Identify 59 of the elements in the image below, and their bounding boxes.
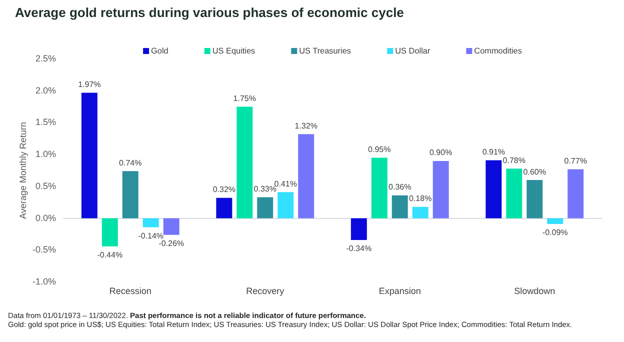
data-label: 1.32% (294, 121, 318, 130)
data-label: 0.60% (523, 167, 546, 176)
data-label: 0.91% (482, 148, 506, 157)
data-label: 0.74% (119, 158, 142, 168)
bar (298, 134, 314, 218)
x-tick-label: Slowdown (514, 286, 556, 296)
bar (142, 218, 159, 228)
bar (122, 171, 138, 218)
y-axis-title: Average Monthly Return (18, 122, 28, 219)
y-tick-label: 0.5% (35, 180, 56, 191)
bar (392, 195, 408, 218)
data-label: 0.33% (254, 184, 276, 194)
data-label: 0.78% (502, 156, 526, 165)
bar (547, 218, 564, 224)
y-tick-label: 0.0% (35, 212, 56, 223)
legend-label: US Equities (212, 46, 256, 56)
bar (257, 197, 274, 218)
bar (371, 158, 388, 218)
bar (236, 106, 253, 218)
x-tick-label: Recession (109, 286, 152, 296)
data-label: 0.90% (429, 148, 452, 158)
bar (506, 168, 522, 218)
data-label: -0.26% (158, 239, 184, 248)
x-tick-label: Recovery (246, 286, 285, 296)
bar (412, 206, 428, 218)
data-label: 0.41% (274, 179, 297, 188)
y-tick-label: -0.5% (32, 244, 56, 255)
bar (163, 218, 180, 235)
data-label: -0.34% (346, 244, 372, 254)
data-label: -0.14% (138, 231, 164, 240)
bar (278, 192, 294, 218)
bar (81, 92, 98, 218)
x-tick-label: Expansion (378, 286, 421, 296)
y-tick-label: 2.0% (35, 85, 56, 96)
data-label: -0.44% (97, 250, 123, 260)
data-label: 1.75% (233, 94, 256, 103)
legend-label: Commodities (474, 46, 522, 56)
data-label: 0.95% (368, 144, 391, 154)
bar (350, 218, 367, 240)
legend-label: US Treasuries (299, 46, 351, 56)
y-tick-label: 1.5% (35, 117, 56, 128)
data-label: 0.36% (388, 182, 412, 192)
legend-label: Gold (151, 46, 169, 56)
data-label: 0.32% (212, 185, 236, 194)
chart-title: Average gold returns during various phases of economic cycle (15, 5, 404, 20)
bar (526, 180, 543, 218)
bar (216, 198, 232, 218)
bar (432, 160, 449, 218)
data-label: 0.18% (409, 194, 432, 204)
data-label: -0.09% (542, 228, 568, 238)
y-tick-label: 1.0% (35, 149, 56, 160)
data-label: 1.97% (78, 80, 101, 89)
legend-label: US Dollar (395, 46, 430, 56)
bar (568, 169, 584, 218)
y-tick-label: 2.5% (35, 53, 56, 64)
y-tick-label: -1.0% (32, 276, 56, 286)
bar (486, 160, 502, 218)
data-label: 0.77% (564, 156, 587, 166)
bar (102, 218, 118, 246)
